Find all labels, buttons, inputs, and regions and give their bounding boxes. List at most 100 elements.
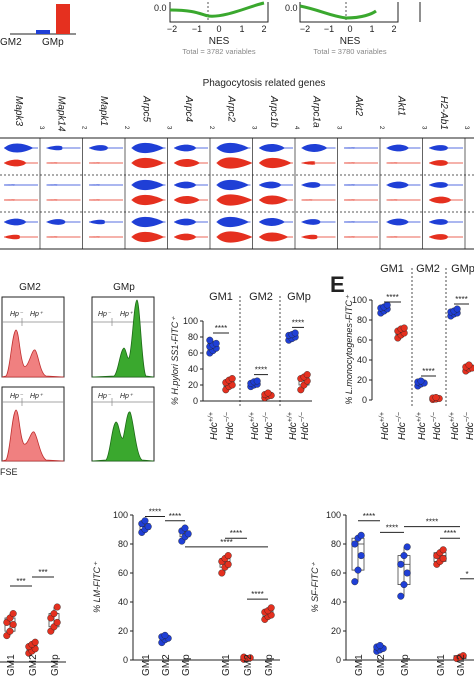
- gene-label: Arpc5: [141, 95, 152, 123]
- violin-blue: [259, 144, 285, 152]
- violin-red: [46, 199, 58, 201]
- nes-panel-2: 0.0 −2 −1 0 1 2 NES Total = 3780 variabl…: [285, 2, 421, 56]
- data-point: [432, 394, 440, 402]
- violin-blue: [131, 142, 165, 154]
- significance-label: ****: [292, 318, 304, 327]
- significance-label: ****: [220, 538, 232, 547]
- violin-grid: Mapk3 3 Mapk14 2 Mapk1 2 Arpc5 3 Arpc4 2 Arpc2 3 Arp…: [0, 95, 474, 250]
- nes2-tick: 0: [347, 24, 352, 34]
- violin-blue: [89, 219, 105, 225]
- data-point: [351, 578, 359, 586]
- data-point: [357, 552, 365, 560]
- significance-label: *: [465, 570, 468, 579]
- group-label: GMp: [451, 263, 474, 275]
- y-tick-label: 0: [193, 396, 198, 406]
- y-tick-label: 80: [331, 539, 341, 549]
- violin-blue: [216, 179, 250, 191]
- data-point: [459, 652, 467, 660]
- violin-blue: [344, 221, 355, 223]
- gate-pos-label: Hp⁺: [120, 393, 134, 400]
- nes2-tick: −1: [324, 24, 334, 34]
- x-tick-label: GMp: [50, 654, 61, 676]
- x-tick-label: GM1: [436, 654, 447, 676]
- y-tick-label: 0: [123, 655, 128, 665]
- flow-xlabel: FSE: [0, 467, 18, 477]
- x-tick-label: GM2: [28, 654, 39, 676]
- data-point: [224, 560, 232, 568]
- data-point: [224, 552, 232, 560]
- gene-label: Arpc4: [183, 95, 194, 123]
- violin-blue: [174, 218, 197, 226]
- nes1-tick: −1: [192, 24, 202, 34]
- y-axis-label: % SF-FITC⁺: [310, 561, 320, 612]
- y-tick-label: 80: [188, 332, 198, 342]
- gene-label: Mapk3: [13, 96, 24, 126]
- data-point: [400, 552, 408, 560]
- bar-label-gmp: GMp: [42, 37, 64, 48]
- gate-neg-label: Hp⁻: [98, 393, 112, 400]
- gene-scale-tick: 3: [166, 126, 172, 130]
- x-tick-label: GMp: [400, 654, 411, 676]
- data-point: [240, 653, 248, 661]
- gene-label: Arpc2: [226, 95, 237, 123]
- panel-letter-e: E: [330, 272, 345, 297]
- violin-red: [429, 196, 452, 204]
- significance-label: ****: [169, 512, 181, 521]
- data-point: [439, 555, 447, 563]
- nes1-tick: 2: [261, 24, 266, 34]
- x-tick-label: GM1: [141, 654, 152, 676]
- violin-red: [344, 236, 355, 238]
- x-tick-label: GM2: [376, 654, 387, 676]
- data-point: [161, 631, 169, 639]
- violin-blue: [386, 181, 409, 189]
- significance-label: ****: [455, 295, 467, 304]
- violin-red: [259, 157, 292, 169]
- nes2-ytick: 0.0: [285, 3, 298, 13]
- significance-label: ****: [363, 512, 375, 521]
- bar-gmp-red: [56, 4, 70, 34]
- violin-blue: [429, 145, 448, 151]
- gene-scale-tick: 2: [208, 126, 214, 130]
- nes1-total: Total = 3782 variables: [182, 47, 255, 56]
- x-tick-label: Hdc+/+: [379, 412, 391, 440]
- data-point: [439, 546, 447, 554]
- data-point: [181, 524, 189, 532]
- data-point: [397, 560, 405, 568]
- violin-red: [344, 162, 355, 164]
- gene-label: Arpc1b: [268, 95, 279, 128]
- gene-label: Mapk1: [98, 96, 109, 126]
- y-tick-label: 80: [357, 315, 367, 325]
- y-tick-label: 20: [188, 380, 198, 390]
- group-label: GM1: [380, 263, 404, 275]
- y-tick-label: 20: [331, 626, 341, 636]
- gene-label: H2-Ab1: [438, 96, 449, 130]
- nes-panel-1: 0.0 −2 −1 0 1 2 NES Total = 3782 variabl…: [154, 1, 269, 56]
- data-point: [403, 569, 411, 577]
- y-tick-label: 100: [352, 295, 367, 305]
- data-point: [53, 618, 61, 626]
- significance-label: ****: [444, 529, 456, 538]
- data-point: [218, 569, 226, 577]
- bar-gm2-blue: [36, 30, 50, 34]
- significance-label: ****: [230, 529, 242, 538]
- x-tick-label: GMp: [181, 654, 192, 676]
- significance-label: ***: [38, 568, 47, 577]
- gene-scale-tick: 2: [378, 126, 384, 130]
- gene-scale-tick: 3: [463, 126, 469, 130]
- violin-red: [89, 162, 100, 164]
- y-tick-label: 0: [362, 395, 367, 405]
- x-tick-label: Hdc+/+: [249, 412, 261, 440]
- data-point: [212, 339, 220, 347]
- data-point: [400, 581, 408, 589]
- violin-red: [174, 196, 200, 204]
- group-label: GM2: [416, 263, 440, 275]
- flow-panel: GM2 GMp Hp⁻ Hp⁺ Hp⁻ Hp⁺ Hp⁻ Hp⁺ Hp⁻ Hp⁺ …: [0, 282, 155, 477]
- group-label: GM1: [209, 291, 233, 303]
- gene-scale-tick: 3: [38, 126, 44, 130]
- x-tick-label: GMp: [264, 654, 275, 676]
- y-tick-label: 40: [331, 597, 341, 607]
- y-tick-label: 40: [188, 364, 198, 374]
- group-label: GM2: [249, 291, 273, 303]
- violin-red: [46, 162, 58, 164]
